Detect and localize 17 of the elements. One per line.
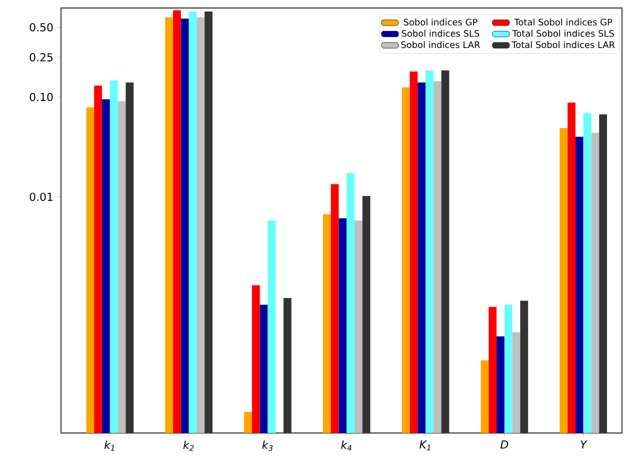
y-tick-label: 0.25: [30, 53, 53, 62]
legend-label: Sobol indices GP: [404, 18, 478, 26]
legend-label: Sobol indices SLS: [402, 30, 480, 37]
legend-label: Total Sobol indices LAR: [512, 41, 615, 48]
x-tick-label: Y: [580, 440, 588, 448]
x-tick-label: k$_{1}$: [104, 440, 114, 451]
x-tick-label: D: [500, 440, 508, 448]
legend-label: Total Sobol indices SLS: [512, 30, 614, 37]
x-tick-label: k$_{3}$: [262, 440, 273, 451]
y-tick-label: 0.50: [30, 23, 53, 32]
x-tick-label: k$_{4}$: [341, 440, 352, 451]
legend-label: Sobol indices LAR: [401, 41, 480, 48]
x-tick-label: k$_{2}$: [183, 440, 194, 451]
x-tick-label: K$_{1}$: [420, 440, 430, 450]
y-tick-label: 0.01: [30, 192, 52, 201]
legend-label: Total Sobol indices GP: [514, 18, 612, 26]
y-tick-label: 0.10: [30, 92, 53, 102]
